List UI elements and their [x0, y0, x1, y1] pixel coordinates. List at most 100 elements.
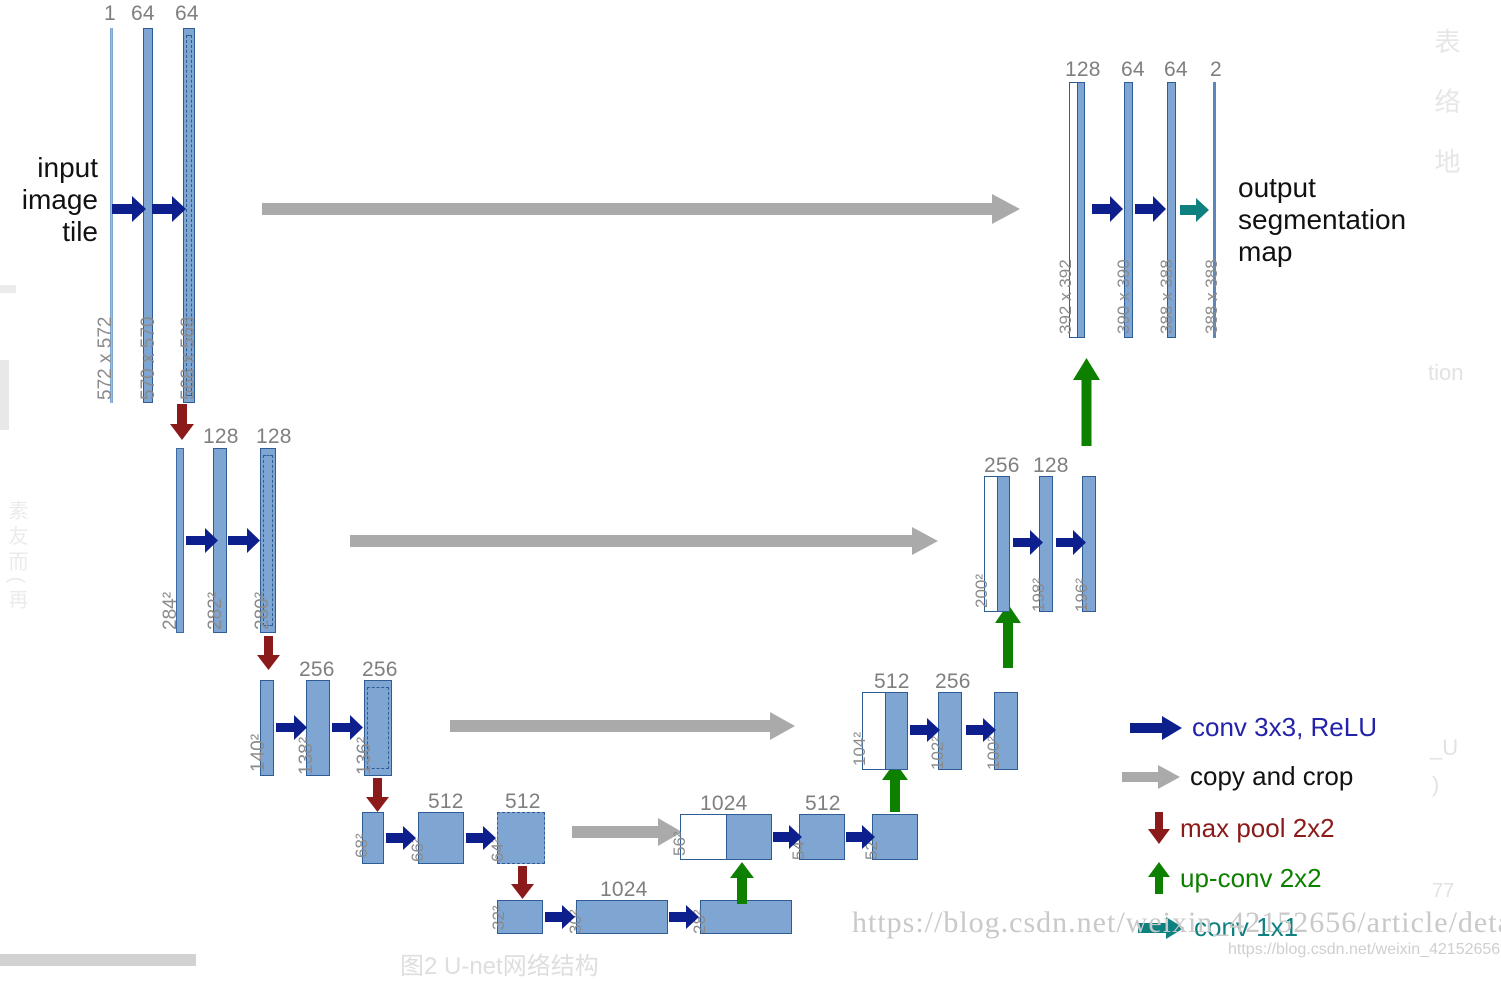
channel-label-256a: 256	[299, 658, 335, 681]
ghost-side-char-1: 表	[1431, 28, 1461, 54]
copy-crop-arrow-level1	[262, 194, 1020, 224]
feature-map-568-64	[183, 28, 195, 403]
ghost-side-char-3: 地	[1431, 148, 1461, 174]
feature-map-32	[497, 900, 543, 934]
feature-map-390-64	[1124, 82, 1133, 338]
maxpool-arrow-level1	[170, 404, 194, 440]
copy-crop-arrow-level3	[450, 712, 795, 740]
feature-map-572	[110, 28, 113, 403]
feature-map-66-512	[418, 812, 464, 864]
conv-arrow-d2-2	[1056, 530, 1086, 555]
feature-map-570-64	[143, 28, 153, 403]
channel-label-512b: 512	[505, 790, 541, 813]
dim-label-200: 200²	[972, 573, 991, 608]
watermark-url-small: https://blog.csdn.net/weixin_42152656	[1228, 941, 1501, 958]
dim-label-56: 56²	[670, 831, 689, 856]
feature-map-64-512	[497, 812, 545, 864]
legend-label-copy-crop: copy and crop	[1190, 761, 1354, 791]
dim-label-280: 280²	[252, 591, 273, 630]
feature-map-388-2	[1213, 82, 1216, 338]
conv-arrow-d3-1	[910, 718, 940, 742]
feature-map-52-512	[872, 814, 918, 860]
legend-item-maxpool[interactable]: max pool 2x2	[1148, 812, 1335, 844]
channel-label-512a: 512	[428, 790, 464, 813]
dim-label-136: 136²	[354, 736, 375, 775]
feature-map-388-64	[1167, 82, 1176, 338]
conv-arrow-l5-2	[669, 905, 699, 929]
dim-label-104: 104²	[850, 731, 869, 766]
concat-fill	[726, 815, 771, 859]
legend-label-maxpool: max pool 2x2	[1180, 812, 1335, 843]
conv-arrow-d1-1	[1092, 196, 1123, 222]
input-image-tile-label: input image tile	[21, 152, 98, 247]
conv-arrow-l3-1	[276, 715, 307, 740]
conv-arrow-d3-2	[966, 718, 996, 742]
upconv-arrow-level4	[882, 762, 908, 812]
dim-label-388a: 388 x 388	[1157, 259, 1176, 334]
ghost-gray-bar-bottom	[0, 954, 196, 966]
dim-label-388b: 388 x 388	[1202, 259, 1221, 334]
ghost-gray-strip-left-2	[0, 285, 16, 293]
copy-crop-arrow-level4	[572, 818, 682, 846]
channel-label-512-up4: 512	[805, 792, 841, 815]
feature-map-200-concat-256	[984, 476, 1010, 612]
channel-label-256-up3: 256	[935, 670, 971, 693]
dim-label-572: 572 x 572	[95, 316, 116, 400]
maxpool-arrow-level3	[366, 778, 389, 812]
feature-map-140	[260, 680, 274, 776]
dim-label-138: 138²	[296, 736, 317, 775]
ghost-side-char-2: 络	[1431, 88, 1461, 114]
feature-map-392-concat-128	[1069, 82, 1085, 338]
feature-map-56-concat-1024	[680, 814, 772, 860]
channel-label-1: 1	[104, 2, 116, 25]
legend-item-conv3x3[interactable]: conv 3x3, ReLU	[1130, 712, 1377, 743]
channel-label-1024-bottom: 1024	[600, 878, 648, 901]
legend-item-copy-crop[interactable]: copy and crop	[1122, 761, 1353, 792]
dim-label-140: 140²	[248, 733, 269, 772]
channel-label-128-up1: 128	[1065, 58, 1101, 81]
channel-label-64b: 64	[175, 2, 199, 25]
legend-label-conv3x3: conv 3x3, ReLU	[1192, 712, 1377, 742]
right-arrow-icon	[1130, 715, 1182, 740]
ghost-gray-strip-left-1	[0, 360, 9, 430]
conv-arrow-d4-1	[773, 825, 802, 849]
legend-label-conv1x1: conv 1x1	[1194, 912, 1299, 942]
conv-arrow-l4-1	[386, 826, 416, 850]
right-arrow-icon	[1138, 916, 1184, 939]
dim-label-570: 570 x 570	[138, 316, 159, 400]
concat-fill	[885, 693, 907, 769]
channel-label-64a: 64	[131, 2, 155, 25]
legend-item-conv1x1[interactable]: conv 1x1	[1138, 912, 1298, 943]
channel-label-256b: 256	[362, 658, 398, 681]
up-arrow-icon	[1148, 862, 1170, 894]
conv-arrow-d4-2	[846, 825, 875, 849]
feature-map-28-1024	[700, 900, 792, 934]
feature-map-280-128	[260, 448, 276, 633]
conv-arrow-l1-1	[112, 196, 146, 222]
channel-label-2: 2	[1210, 58, 1222, 81]
output-segmentation-map-label: output segmentation map	[1238, 172, 1407, 267]
ghost-caption: 图2 U-net网络结构	[400, 953, 599, 980]
concat-fill	[997, 477, 1009, 611]
maxpool-arrow-level4	[511, 866, 534, 899]
legend-item-upconv[interactable]: up-conv 2x2	[1148, 862, 1322, 894]
dim-label-392: 392 x 392	[1056, 259, 1075, 334]
dim-label-568: 568 x 568	[178, 316, 199, 400]
legend-label-upconv: up-conv 2x2	[1180, 862, 1322, 893]
concat-fill	[1077, 83, 1084, 337]
ghost-side-word: tion	[1428, 360, 1464, 385]
conv1x1-arrow-output	[1180, 198, 1209, 222]
feature-map-30-1024	[576, 900, 668, 934]
dim-label-196: 196²	[1072, 577, 1091, 612]
copy-crop-arrow-level2	[350, 527, 938, 555]
channel-label-1024-up: 1024	[700, 792, 748, 815]
dim-label-282: 282²	[205, 591, 226, 630]
feature-map-104-concat-512	[862, 692, 908, 770]
channel-label-128b: 128	[256, 425, 292, 448]
dim-label-390: 390 x 390	[1114, 259, 1133, 334]
channel-label-256-up2: 256	[984, 454, 1020, 477]
ghost-left-chars: 素 友 而 ( 再	[5, 500, 27, 609]
dim-label-68: 68²	[352, 833, 371, 858]
conv-arrow-d1-2	[1135, 196, 1166, 222]
